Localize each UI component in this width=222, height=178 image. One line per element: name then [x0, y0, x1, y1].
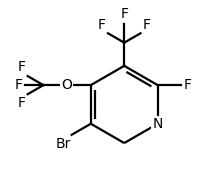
Text: O: O — [61, 78, 72, 92]
Text: F: F — [15, 78, 23, 92]
Text: F: F — [183, 78, 192, 92]
Text: F: F — [98, 17, 106, 32]
Text: F: F — [18, 60, 26, 74]
Text: F: F — [18, 96, 26, 110]
Text: N: N — [153, 117, 163, 131]
Text: Br: Br — [55, 137, 71, 151]
Text: F: F — [143, 17, 151, 32]
Text: F: F — [120, 7, 128, 21]
